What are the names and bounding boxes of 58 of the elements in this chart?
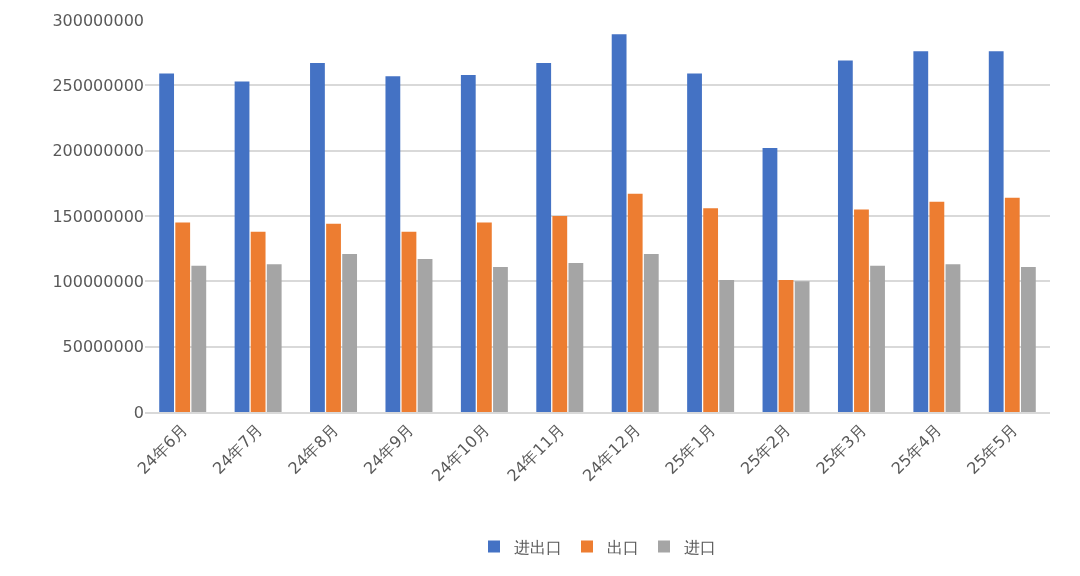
y-tick-label: 250000000 (52, 75, 144, 95)
legend-label: 进出口 (514, 537, 562, 557)
bar (837, 60, 853, 412)
bar (568, 263, 584, 412)
y-tick-label: 0 (133, 402, 144, 422)
x-tick-label: 25年3月 (812, 420, 870, 478)
x-tick-label: 24年6月 (133, 420, 192, 478)
bar (854, 209, 869, 412)
bar (385, 76, 401, 412)
y-tick-label: 200000000 (52, 141, 144, 161)
bar (417, 259, 433, 412)
bar (719, 280, 735, 412)
bar (342, 253, 358, 412)
x-tick-label: 24年11月 (503, 420, 569, 486)
bar (1004, 197, 1020, 412)
x-tick-label: 25年5月 (963, 420, 1021, 478)
bar (929, 201, 945, 412)
bar (552, 216, 568, 412)
bar (159, 73, 175, 412)
bar (191, 265, 207, 412)
bar (266, 264, 282, 412)
bar (536, 63, 552, 412)
bar (870, 265, 885, 412)
y-tick-label: 150000000 (52, 206, 144, 226)
legend-label: 进口 (684, 537, 716, 557)
bar (326, 223, 341, 412)
y-tick-label: 100000000 (52, 271, 144, 291)
bar (988, 51, 1004, 412)
bar (401, 231, 417, 412)
bar (794, 281, 810, 412)
x-tick-label: 24年10月 (428, 420, 493, 486)
bar (310, 63, 325, 412)
x-tick-label: 25年4月 (887, 420, 946, 478)
bar (175, 222, 191, 412)
bar (611, 34, 627, 412)
x-tick-label: 25年2月 (736, 420, 795, 478)
x-tick-label: 24年7月 (208, 420, 267, 478)
y-tick-label: 50000000 (62, 337, 144, 357)
x-tick-label: 24年9月 (359, 420, 418, 478)
bar (460, 74, 476, 412)
bar (493, 266, 508, 412)
x-tick-label: 24年12月 (578, 420, 644, 486)
bar (627, 193, 643, 412)
bar (687, 73, 702, 412)
legend-label: 出口 (607, 537, 639, 557)
bar (762, 148, 778, 412)
bar (643, 253, 659, 412)
x-tick-label: 24年8月 (284, 420, 343, 478)
bar (945, 264, 961, 412)
bar (250, 231, 266, 412)
bar (778, 280, 794, 412)
x-tick-label: 25年1月 (661, 420, 720, 478)
bar (234, 81, 250, 412)
bar (1020, 266, 1036, 412)
bar (476, 222, 492, 412)
bar (913, 51, 929, 412)
bar (703, 208, 719, 412)
y-tick-label: 300000000 (52, 10, 144, 30)
